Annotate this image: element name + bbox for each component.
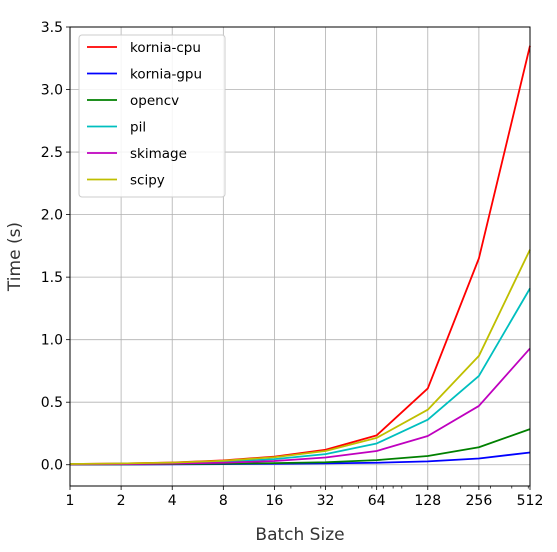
- y-axis-ticks: 0.0 0.5 1.0 1.5 2.0 2.5 3.0 3.5: [41, 20, 70, 474]
- x-tick-label: 64: [368, 493, 386, 509]
- y-tick-label: 0.5: [41, 395, 63, 411]
- x-tick-label: 2: [117, 493, 126, 509]
- y-tick-label: 3.0: [41, 83, 63, 99]
- y-tick-label: 0.0: [41, 458, 63, 474]
- x-tick-label: 32: [317, 493, 335, 509]
- plot-area-frame: [69, 26, 531, 487]
- legend-label: pil: [130, 120, 146, 136]
- legend-label: opencv: [130, 93, 179, 109]
- legend-label: kornia-gpu: [130, 67, 202, 83]
- y-axis-label: Time (s): [5, 222, 25, 292]
- legend-box: [78, 34, 226, 198]
- x-tick-label: 256: [466, 493, 493, 509]
- x-tick-label: 16: [266, 493, 284, 509]
- legend-label: scipy: [130, 173, 165, 189]
- y-tick-label: 3.5: [41, 20, 63, 36]
- x-tick-label: 8: [219, 493, 228, 509]
- x-tick-label: 1: [66, 493, 75, 509]
- y-tick-label: 2.0: [41, 208, 63, 224]
- x-tick-label: 4: [168, 493, 177, 509]
- y-tick-label: 1.5: [41, 270, 63, 286]
- y-tick-label: 1.0: [41, 333, 63, 349]
- legend-label: skimage: [130, 146, 187, 162]
- legend: kornia-cpu kornia-gpu opencv pil skimage scip…: [78, 34, 226, 198]
- legend-label: kornia-cpu: [130, 40, 201, 56]
- x-axis-label: Batch Size: [255, 525, 344, 545]
- x-tick-label: 128: [414, 493, 441, 509]
- y-tick-label: 2.5: [41, 145, 63, 161]
- series-line-scipy: [69, 249, 531, 465]
- series-lines: [69, 45, 531, 466]
- x-axis-ticks: 1 2 4 8 16 32 64 128 256 512: [66, 486, 544, 509]
- x-tick-label: 512: [517, 493, 544, 509]
